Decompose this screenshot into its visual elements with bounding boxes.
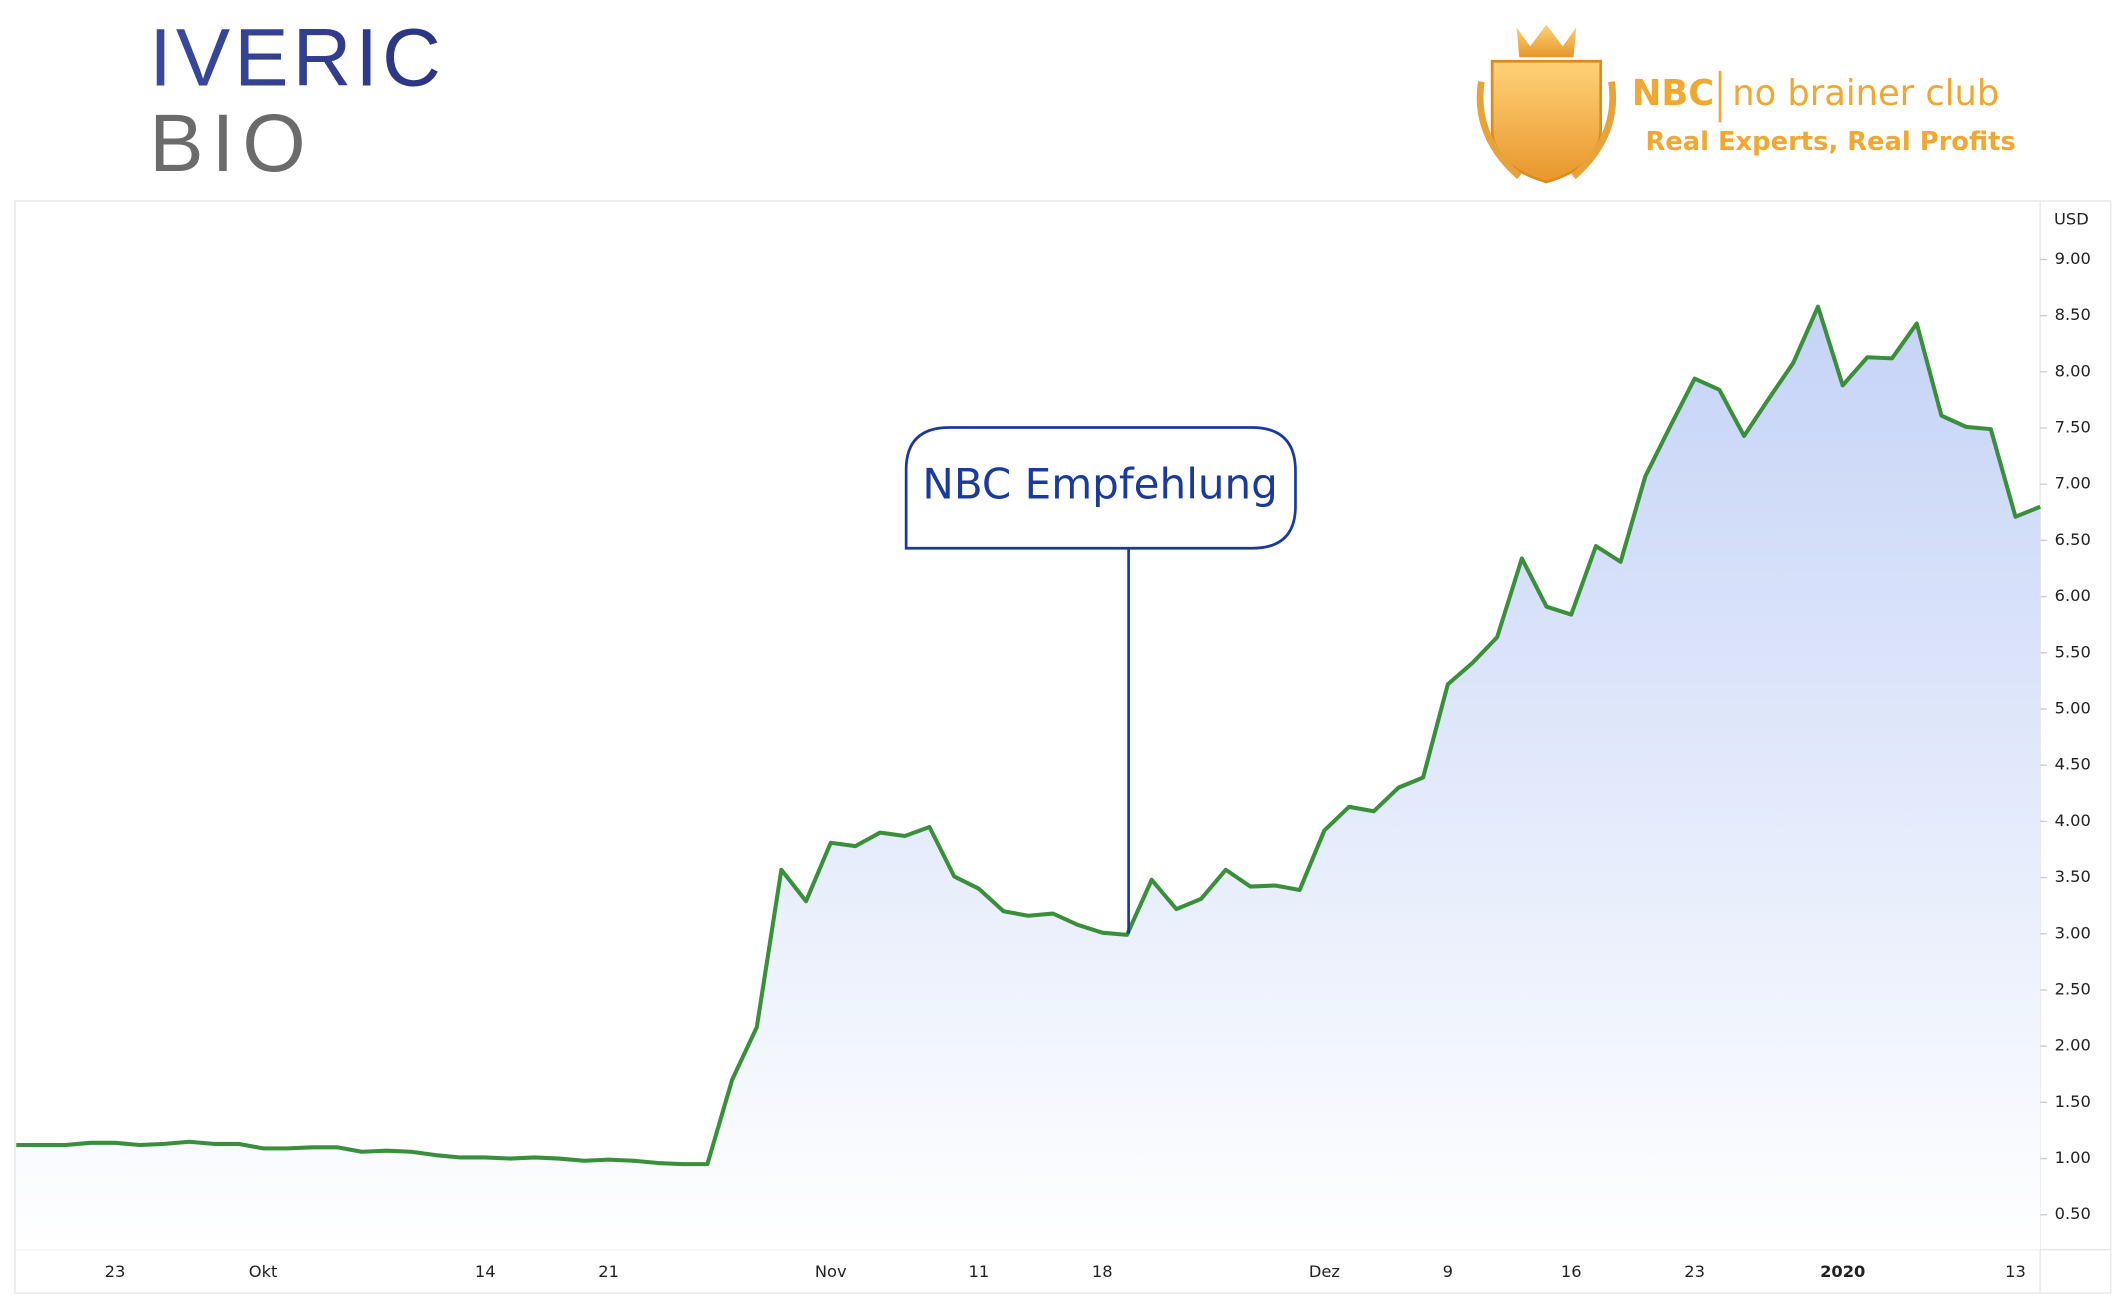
x-tick-label: 2020: [1820, 1262, 1865, 1281]
callout-text: NBC Empfehlung: [922, 460, 1277, 509]
y-axis-unit: USD: [2054, 209, 2089, 228]
y-tick-label: 3.50: [2055, 867, 2091, 886]
company-logo-top: IVERIC: [149, 12, 445, 103]
y-tick-label: 6.00: [2055, 586, 2091, 605]
area-fill: [16, 306, 2041, 1250]
y-tick-label: 5.50: [2055, 642, 2091, 661]
plot-area: 0.50 1.00 1.50 2.00 2.50 3.00 3.50 4.00 4.50 5.00…: [16, 249, 2091, 1281]
y-tick-label: 1.50: [2055, 1092, 2091, 1111]
y-tick-label: 8.00: [2055, 361, 2091, 380]
x-tick-label: 23: [1684, 1262, 1705, 1281]
x-tick-label: 11: [969, 1262, 990, 1281]
price-line: [16, 304, 2041, 1167]
x-tick-label: Okt: [249, 1262, 278, 1281]
x-tick-label: Nov: [815, 1262, 847, 1281]
brand-crest: [1476, 24, 1617, 184]
y-tick-label: 3.00: [2055, 923, 2091, 942]
brand-tagline: Real Experts, Real Profits: [1645, 127, 2015, 157]
x-tick-label: 13: [2005, 1262, 2026, 1281]
brand-name: no brainer club: [1732, 73, 1999, 114]
x-tick-label: 18: [1092, 1262, 1113, 1281]
chart-frame: [14, 200, 2112, 1294]
company-logo-bottom: BIO: [149, 98, 314, 189]
y-tick-label: 1.00: [2055, 1148, 2091, 1167]
callout-box: [904, 426, 1297, 550]
x-tick-label: 16: [1561, 1262, 1582, 1281]
y-tick-label: 2.00: [2055, 1036, 2091, 1055]
y-tick-label: 7.50: [2055, 418, 2091, 437]
x-tick-label: Dez: [1309, 1262, 1340, 1281]
brand-short: NBC: [1632, 73, 1714, 114]
y-tick-label: 4.50: [2055, 755, 2091, 774]
x-tick-label: 14: [475, 1262, 496, 1281]
y-tick-label: 5.00: [2055, 698, 2091, 717]
y-tick-label: 8.50: [2055, 305, 2091, 324]
y-tick-label: 0.50: [2055, 1204, 2091, 1223]
x-tick-label: 9: [1443, 1262, 1453, 1281]
y-tick-label: 4.00: [2055, 811, 2091, 830]
y-tick-label: 6.50: [2055, 530, 2091, 549]
y-tick-label: 7.00: [2055, 474, 2091, 493]
y-tick-label: 2.50: [2055, 979, 2091, 998]
y-tick-label: 9.00: [2055, 249, 2091, 268]
x-tick-label: 21: [598, 1262, 619, 1281]
x-tick-label: 23: [105, 1262, 126, 1281]
